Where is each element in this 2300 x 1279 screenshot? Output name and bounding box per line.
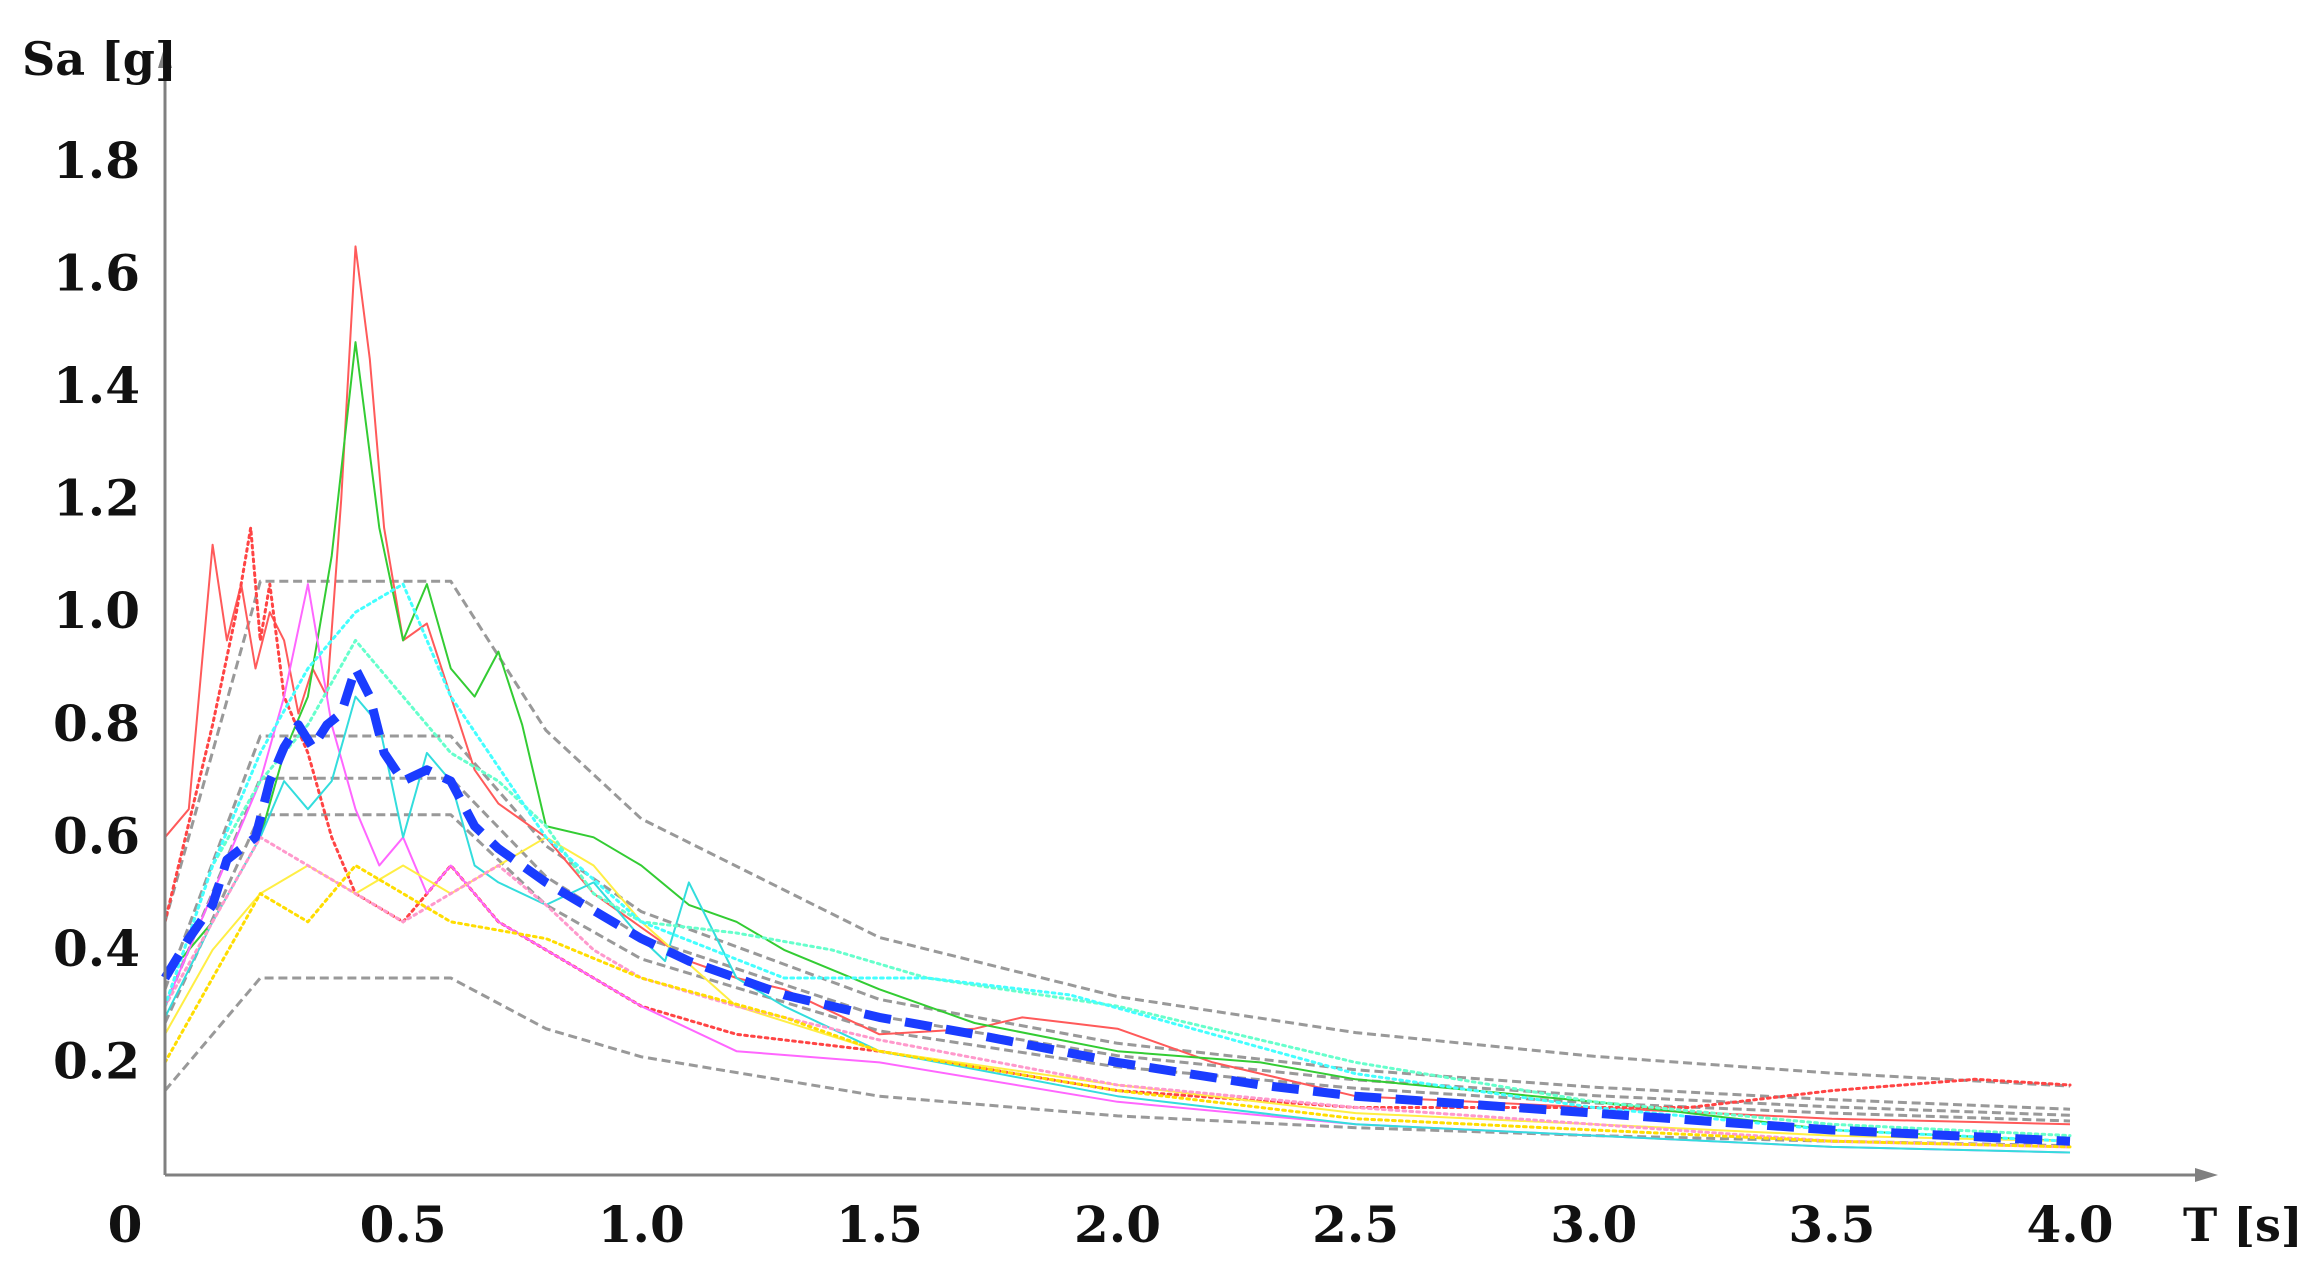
x-tick-label: 1.5 [836, 1195, 923, 1254]
tick-labels-layer: 0.2 0.4 0.6 0.8 1.0 1.2 1.4 1.6 1.8 0 0.5 1.0 1.5 2.0… [53, 131, 2114, 1254]
series-line-2 [163, 813, 2071, 1123]
series-line-12 [163, 638, 2072, 1138]
x-tick-label: 3.5 [1788, 1195, 1875, 1254]
x-tick-label: 3.0 [1550, 1195, 1637, 1254]
x-tick-label: 4.0 [2027, 1195, 2114, 1254]
series-layer [161, 245, 2072, 1154]
x-axis-arrow [2195, 1168, 2218, 1182]
y-tick-label: 0.6 [53, 806, 140, 865]
y-tick-label: 1.0 [53, 581, 140, 640]
series-line-11 [164, 836, 2071, 1143]
series-line-5 [163, 579, 2071, 1088]
series-line-6 [164, 245, 2071, 1126]
x-tick-label: 0 [108, 1195, 143, 1254]
y-tick-label: 0.4 [53, 919, 140, 978]
x-tick-label: 1.0 [598, 1195, 685, 1254]
axes-layer [158, 45, 2218, 1182]
y-tick-label: 1.2 [53, 469, 140, 528]
y-tick-label: 1.4 [53, 356, 140, 415]
x-tick-label: 0.5 [360, 1195, 447, 1254]
series-line-1 [163, 976, 2071, 1148]
series-line-15 [163, 582, 2072, 1143]
series-line-16 [161, 664, 2071, 1146]
series-line-7 [164, 341, 2071, 1143]
x-axis-title: T [s] [2183, 1198, 2300, 1252]
y-axis-title: Sa [g] [22, 32, 177, 86]
y-tick-label: 1.6 [53, 244, 140, 303]
series-line-14 [163, 864, 2072, 1149]
x-tick-label: 2.0 [1074, 1195, 1161, 1254]
series-line-13 [163, 835, 2072, 1149]
y-axis-arrow [158, 45, 172, 68]
series-line-10 [164, 695, 2071, 1154]
x-tick-label: 2.5 [1312, 1195, 1399, 1254]
y-tick-label: 0.8 [53, 694, 140, 753]
series-line-9 [164, 583, 2071, 1154]
y-tick-label: 0.2 [53, 1031, 140, 1090]
series-line-3 [163, 776, 2071, 1117]
series-line-8 [163, 526, 2072, 1109]
y-tick-label: 1.8 [53, 131, 140, 190]
